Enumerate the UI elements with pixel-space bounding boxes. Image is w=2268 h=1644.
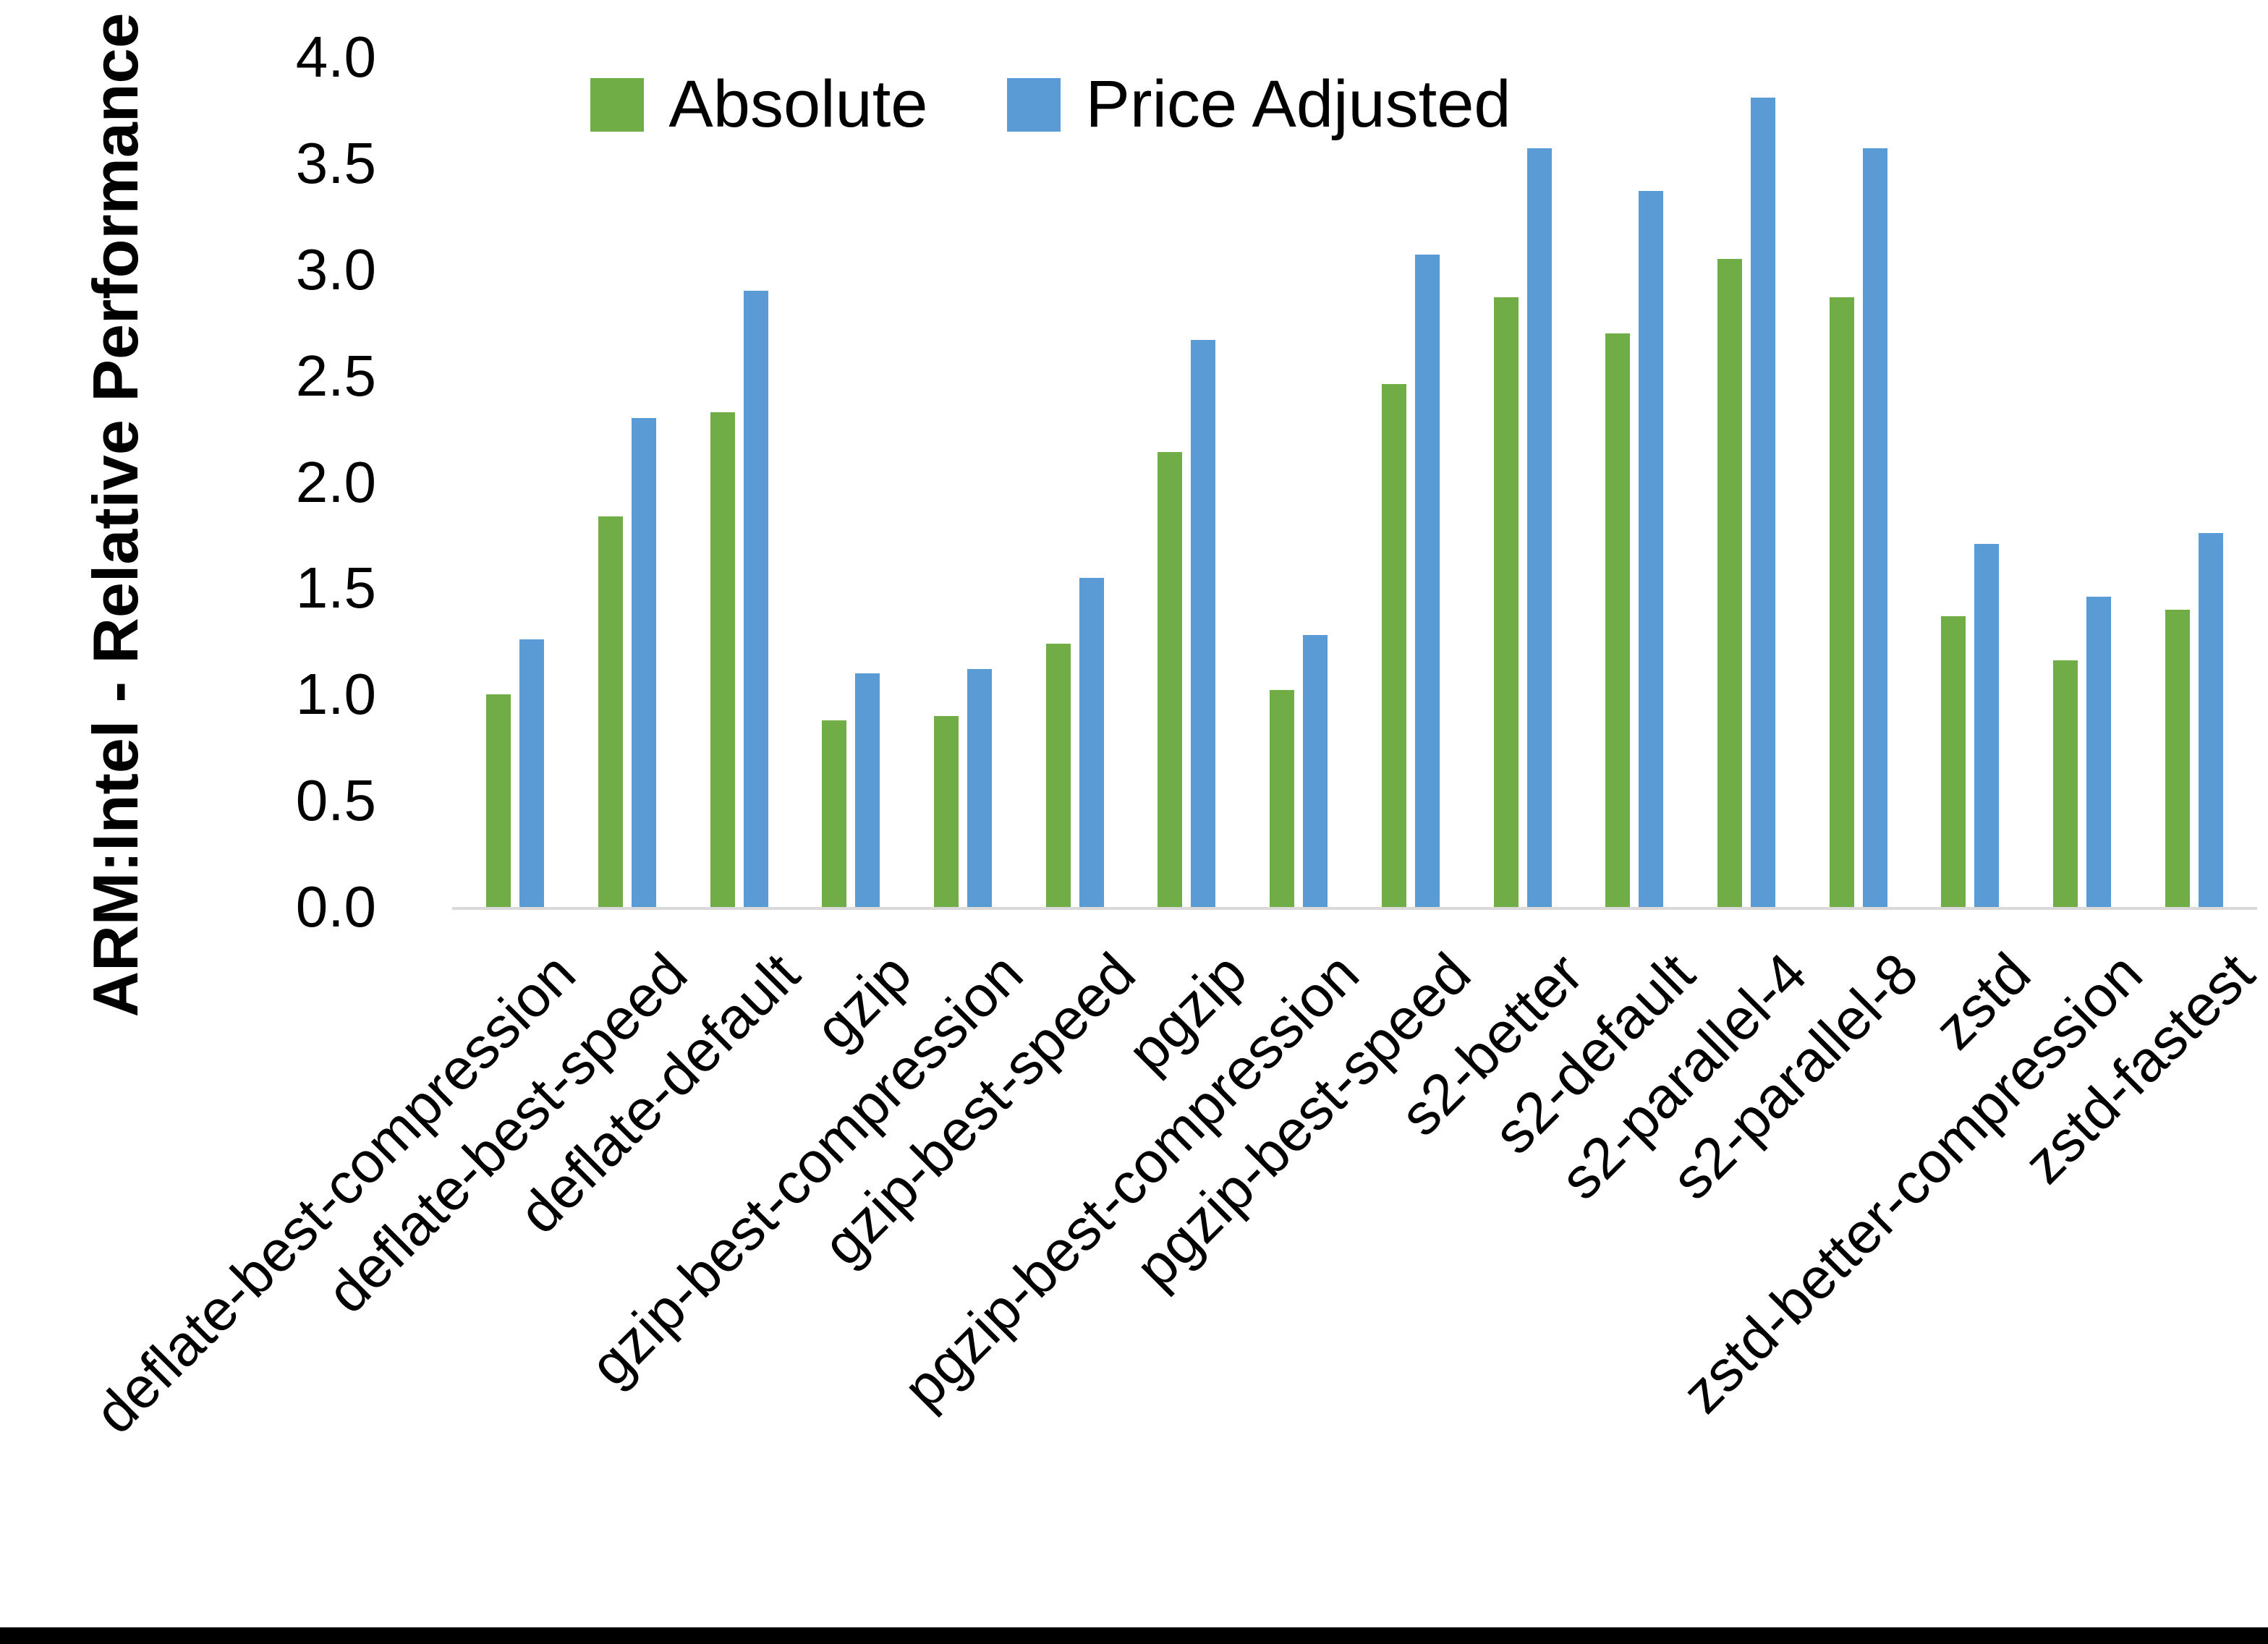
bar-group-deflate-best-compression [459,57,572,907]
bar-group-gzip [795,57,907,907]
y-tick-label: 1.0 [295,662,376,727]
y-tick-label: 0.0 [295,874,376,939]
bar-absolute-gzip [822,720,847,907]
y-tick-label: 3.5 [295,130,376,195]
bar-price-adjusted-pgzip-best-speed [1414,255,1440,907]
bar-price-adjusted-deflate-default [743,291,768,907]
bar-absolute-deflate-best-speed [598,516,624,907]
plot-area [452,57,2257,910]
bar-absolute-gzip-best-speed [1045,643,1071,907]
legend-swatch-absolute-icon [590,77,645,132]
bar-group-s2-parallel-8 [1802,57,1914,907]
bar-absolute-zstd [1941,616,1966,907]
bar-group-zstd-fastest [2138,57,2250,907]
bar-group-zstd-better-compression [2026,57,2139,907]
y-tick-label: 3.0 [295,237,376,302]
y-tick-label: 2.0 [295,449,376,514]
bar-series-container [459,57,2250,907]
bar-price-adjusted-s2-better [1526,148,1552,907]
bar-group-s2-better [1466,57,1579,907]
bar-absolute-pgzip-best-speed [1381,384,1406,907]
legend-item-price-adjusted: Price Adjusted [1007,67,1511,142]
x-axis-line [452,907,2257,910]
bar-price-adjusted-gzip-best-compression [967,669,993,907]
bar-price-adjusted-pgzip-best-compression [1303,635,1328,907]
y-tick-label: 4.0 [295,25,376,89]
y-tick-label: 1.5 [295,555,376,621]
bar-absolute-zstd-better-compression [2052,660,2078,907]
y-tick-label: 2.5 [295,343,376,408]
bar-absolute-s2-parallel-4 [1717,259,1742,907]
bar-group-s2-parallel-4 [1691,57,1803,907]
bar-price-adjusted-s2-default [1639,191,1664,907]
legend-swatch-price-adjusted-icon [1007,77,1061,132]
bar-group-s2-default [1579,57,1691,907]
bar-price-adjusted-gzip [855,673,880,907]
y-tick-label: 0.5 [295,768,376,833]
bar-price-adjusted-zstd [1974,543,2000,907]
legend: Absolute Price Adjusted [0,67,2185,142]
bar-absolute-s2-parallel-8 [1829,297,1854,907]
bar-group-deflate-default [683,57,795,907]
bar-absolute-s2-better [1493,297,1519,907]
bar-group-deflate-best-speed [572,57,684,907]
bar-price-adjusted-zstd-better-compression [2086,597,2111,907]
bar-group-pgzip-best-compression [1243,57,1355,907]
legend-label-price-adjusted: Price Adjusted [1085,67,1511,141]
bar-group-pgzip-best-speed [1355,57,1467,907]
bar-price-adjusted-gzip-best-speed [1079,577,1104,907]
bar-price-adjusted-pgzip [1191,339,1216,907]
legend-item-absolute: Absolute [590,67,927,142]
bar-price-adjusted-s2-parallel-8 [1862,148,1887,907]
legend-label-absolute: Absolute [668,67,928,141]
bar-price-adjusted-zstd-fastest [2198,533,2223,907]
bar-group-zstd [1914,57,2026,907]
bottom-border [0,1627,2268,1644]
bar-absolute-s2-default [1605,333,1631,907]
bar-group-pgzip [1131,57,1243,907]
bar-absolute-deflate-best-compression [486,694,511,907]
bar-group-gzip-best-speed [1019,57,1131,907]
bar-absolute-deflate-default [710,412,735,907]
bar-absolute-pgzip [1158,452,1183,907]
bar-price-adjusted-deflate-best-speed [632,418,657,907]
bar-price-adjusted-s2-parallel-4 [1750,97,1775,907]
bar-price-adjusted-deflate-best-compression [519,639,545,907]
bar-group-gzip-best-compression [907,57,1019,907]
bar-absolute-gzip-best-compression [934,715,959,907]
bar-absolute-pgzip-best-compression [1270,690,1295,907]
bar-absolute-zstd-fastest [2165,609,2190,907]
